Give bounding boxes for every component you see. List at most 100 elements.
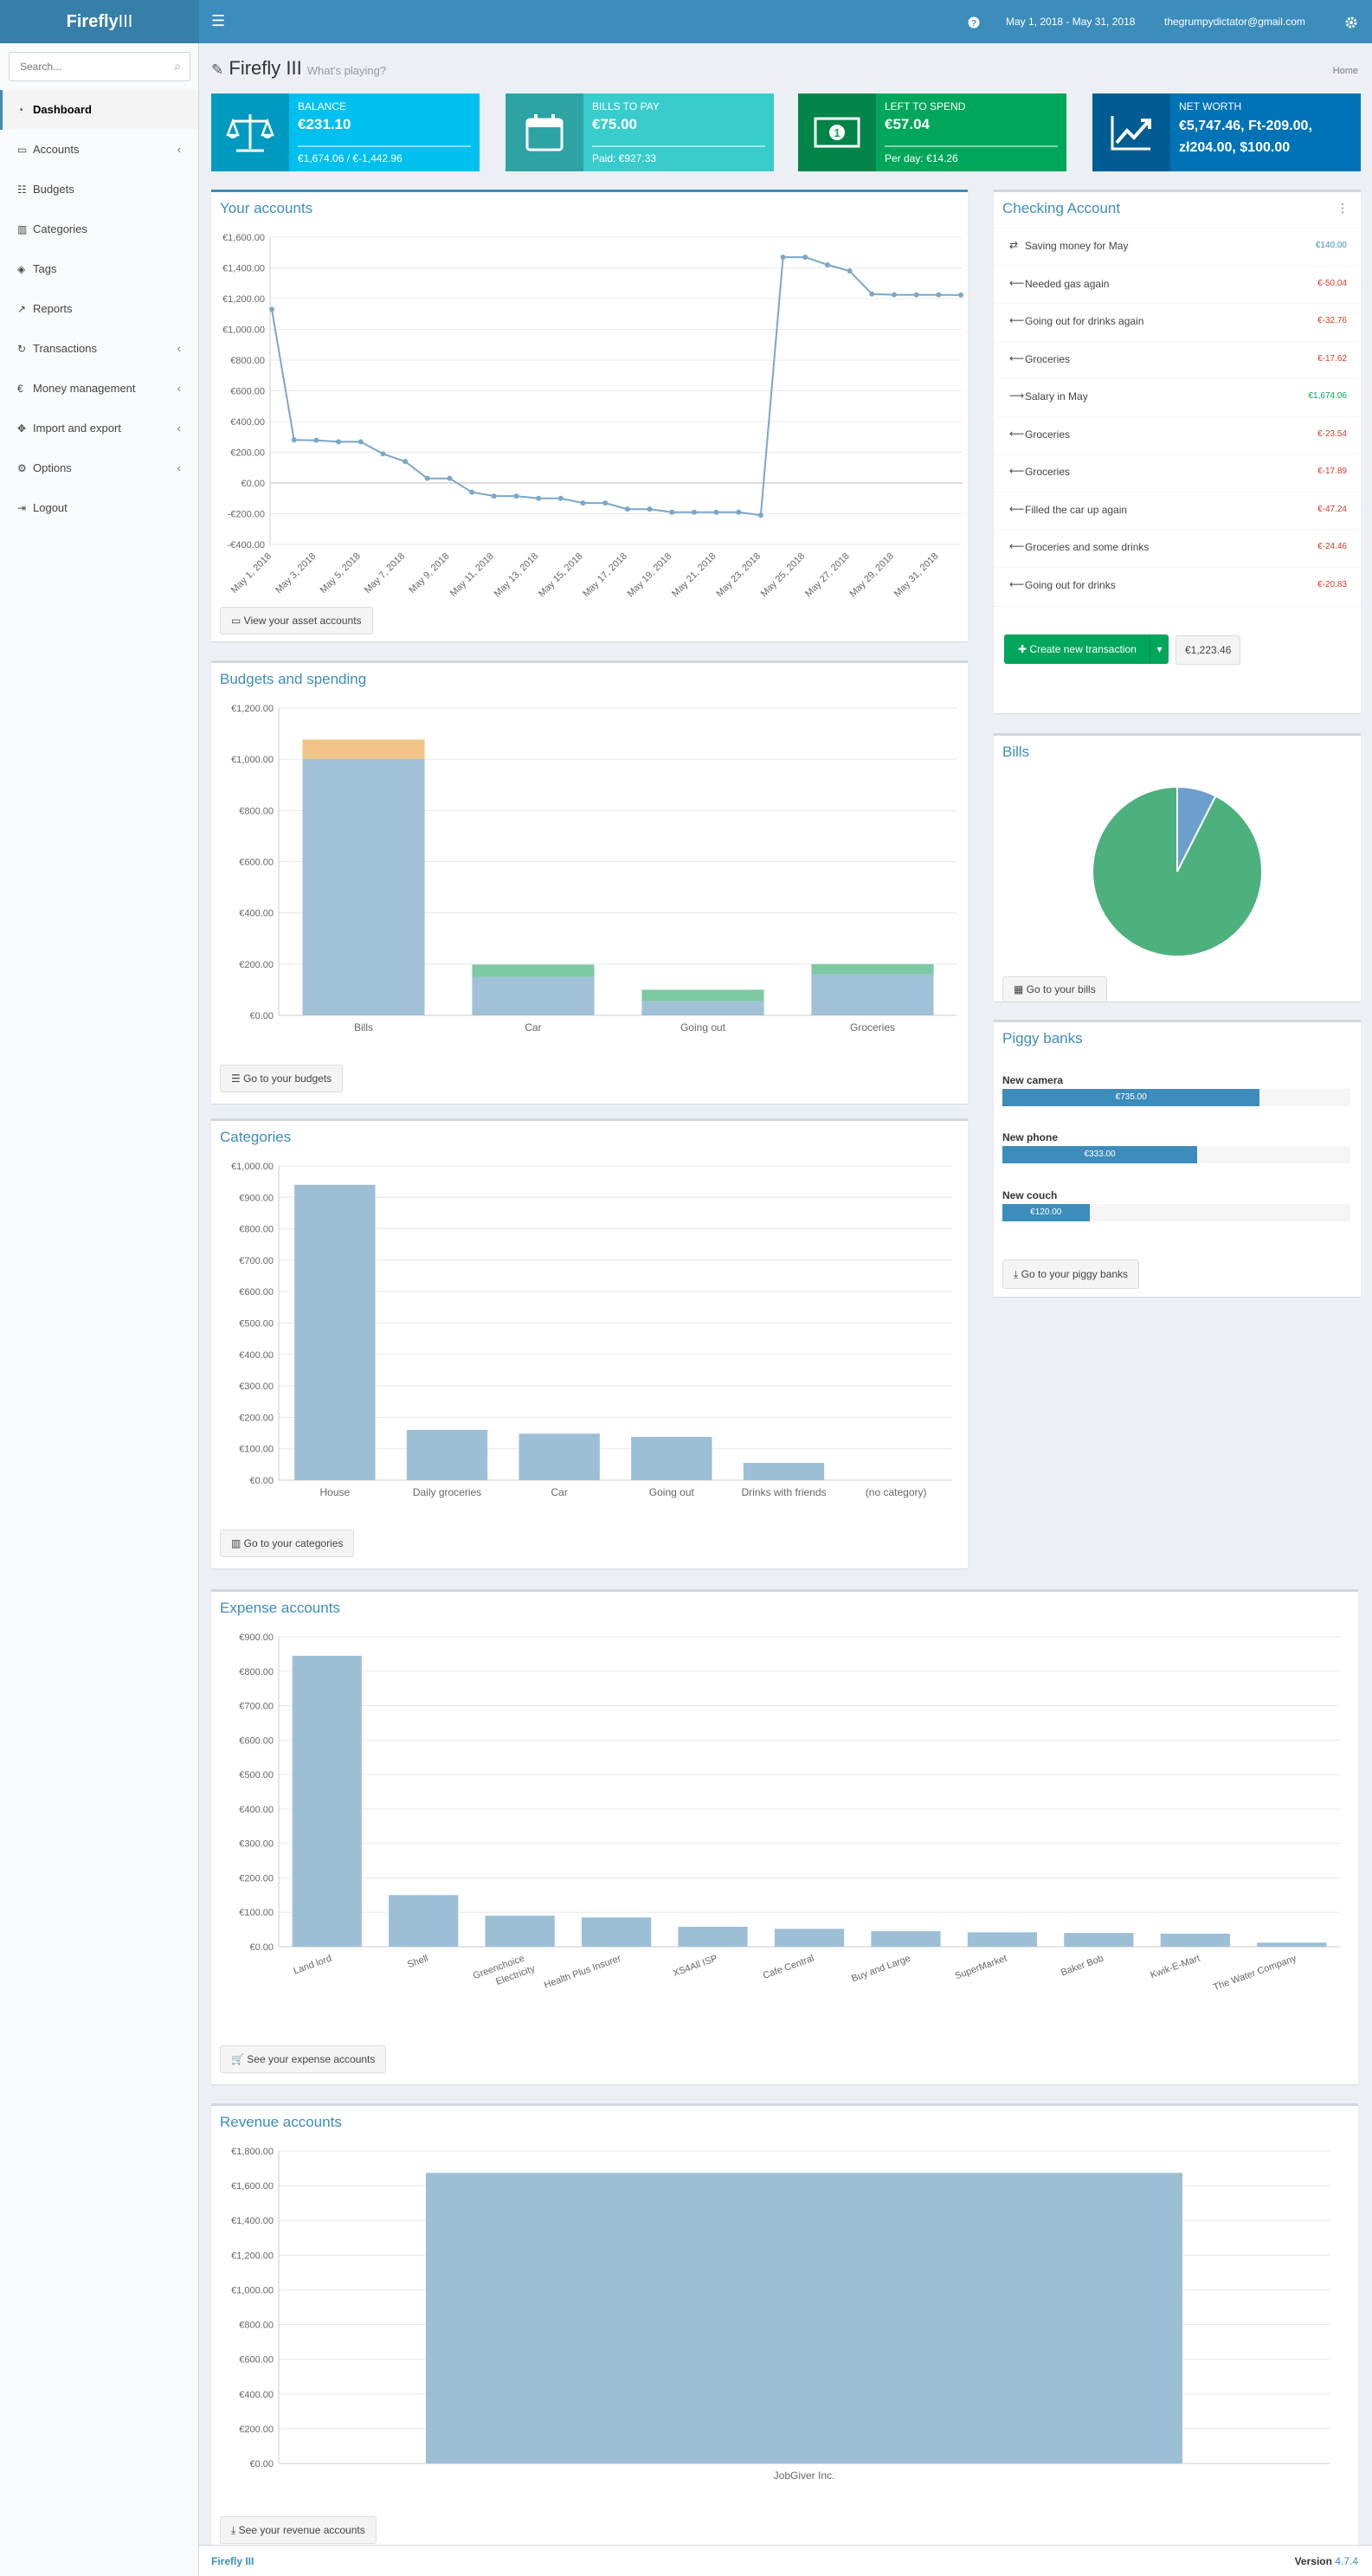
sidebar-item-options[interactable]: ⚙ Options ‹ [0, 448, 198, 488]
x-tick-label: Car [525, 1021, 541, 1034]
net-worth-info-box[interactable]: Net worth €5,747.46, Ft-209.00, zł204.00,… [1092, 93, 1361, 171]
y-tick-label: €400.00 [230, 417, 265, 428]
y-tick-label: €1,600.00 [231, 2181, 274, 2192]
x-tick-label: Buy and Large [850, 1954, 911, 1985]
go-to-categories-button[interactable]: ▥ Go to your categories [220, 1530, 355, 1557]
y-tick-label: €1,800.00 [231, 2147, 274, 2157]
checking-box-title[interactable]: Checking Account [1002, 200, 1121, 216]
bar [1160, 1933, 1230, 1947]
bar [641, 989, 764, 1001]
sidebar-item-tags[interactable]: ◈ Tags [0, 249, 198, 289]
sidebar-item-categories[interactable]: ▥ Categories [0, 209, 198, 249]
sidebar-item-accounts[interactable]: ▭ Accounts ‹ [0, 130, 198, 170]
transaction-description[interactable]: Filled the car up again [1025, 503, 1128, 516]
bar [811, 963, 934, 975]
transaction-row[interactable]: ⟵ Groceries and some drinks €-24.46 [994, 529, 1359, 566]
breadcrumb[interactable]: Home [1332, 66, 1358, 76]
search-icon[interactable]: ⌕ [174, 59, 181, 73]
help-icon[interactable]: ? [968, 0, 980, 43]
go-to-piggy-banks-button[interactable]: ⤓ Go to your piggy banks [1002, 1259, 1140, 1289]
sidebar-item-transactions[interactable]: ↻ Transactions ‹ [0, 329, 198, 369]
transaction-description[interactable]: Going out for drinks [1025, 578, 1116, 591]
balance-label: Balance [298, 100, 347, 113]
accounts-data-point [357, 439, 364, 445]
user-email[interactable]: thegrumpydictator@gmail.com [1164, 16, 1305, 28]
accounts-data-point [447, 475, 453, 481]
create-transaction-button[interactable]: ✚ Create new transaction ▾ [1004, 634, 1169, 664]
transaction-row[interactable]: ⟵ Groceries €-17.89 [994, 454, 1359, 491]
transaction-description[interactable]: Groceries [1025, 428, 1071, 441]
transaction-row[interactable]: ⟵ Going out for drinks €-20.83 [994, 566, 1359, 604]
revenue-accounts-box: Revenue accounts €0.00 €200.00 €400.00 €600… [211, 2103, 1358, 2555]
go-to-bills-button[interactable]: ▦ Go to your bills [1002, 976, 1107, 1002]
y-tick-label: €0.00 [249, 1011, 274, 1021]
settings-gear-icon[interactable] [1345, 0, 1357, 43]
expense-box-title: Expense accounts [220, 1600, 340, 1616]
sidebar-item-label: Accounts [33, 143, 80, 156]
date-range-picker[interactable]: May 1, 2018 - May 31, 2018 [1006, 16, 1136, 28]
transaction-row[interactable]: ⟵ Filled the car up again €-47.24 [994, 491, 1359, 529]
transaction-description[interactable]: Saving money for May [1025, 240, 1129, 252]
footer-app-link[interactable]: Firefly III [211, 2555, 254, 2567]
sidebar-toggle-icon[interactable]: ☰ [211, 12, 226, 29]
x-tick-label: Car [551, 1486, 567, 1498]
piggy-name[interactable]: New phone [1002, 1131, 1059, 1143]
transaction-description[interactable]: Groceries [1025, 352, 1071, 365]
x-tick-label: The Water Company [1212, 1953, 1298, 1993]
create-transaction-dropdown[interactable]: ▾ [1150, 634, 1169, 664]
bar [871, 1931, 941, 1947]
sidebar-item-import-and-export[interactable]: ✥ Import and export ‹ [0, 409, 198, 448]
y-tick-label: €500.00 [239, 1319, 274, 1330]
x-tick-label: May 27, 2018 [803, 551, 852, 600]
bills-info-box[interactable]: Bills to pay €75.00 Paid: €927.33 [506, 93, 774, 171]
transaction-row[interactable]: ⟵ Going out for drinks again €-32.76 [994, 303, 1359, 340]
left-to-spend-label: Left to spend [885, 100, 966, 113]
see-expense-accounts-button[interactable]: 🛒 See your expense accounts [220, 2045, 387, 2073]
sidebar-item-money-management[interactable]: € Money management ‹ [0, 369, 198, 409]
y-tick-label: €0.00 [241, 479, 265, 489]
budgets-box-title: Budgets and spending [220, 671, 367, 687]
bar-chart-icon: ▥ [17, 223, 28, 235]
transaction-description[interactable]: Salary in May [1025, 390, 1088, 402]
transaction-description[interactable]: Groceries and some drinks [1025, 541, 1150, 553]
svg-text:1: 1 [834, 126, 840, 139]
left-to-spend-info-box[interactable]: 1 Left to spend €57.04 Per day: €14.26 [798, 93, 1066, 171]
revenue-box-title: Revenue accounts [220, 2114, 342, 2130]
balance-info-box[interactable]: Balance €231.10 €1,674.06 / €-1,442.96 [211, 93, 480, 171]
x-tick-label: Cafe Central [762, 1954, 815, 1981]
y-tick-label: €1,000.00 [231, 755, 274, 765]
calendar-icon [506, 93, 583, 171]
transaction-row[interactable]: ⟵ Needed gas again €-50.04 [994, 265, 1359, 303]
transaction-row[interactable]: ⟶ Salary in May €1,674.06 [994, 378, 1359, 415]
transaction-row[interactable]: ⟵ Groceries €-23.54 [994, 415, 1359, 454]
go-to-budgets-button[interactable]: ☰ Go to your budgets [220, 1065, 344, 1092]
top-navbar: FireflyIII ☰ ? May 1, 2018 - May 31, 201… [0, 0, 1372, 43]
piggy-name[interactable]: New camera [1002, 1074, 1064, 1086]
transaction-description[interactable]: Going out for drinks again [1025, 315, 1144, 327]
sidebar-item-reports[interactable]: ↗ Reports [0, 289, 198, 329]
bar [1257, 1942, 1327, 1947]
accounts-data-point [291, 437, 297, 443]
y-tick-label: €300.00 [239, 1839, 274, 1850]
sidebar-item-budgets[interactable]: ☷ Budgets [0, 170, 198, 209]
main-content: ✎ Firefly III What's playing? Home Balanc… [199, 43, 1372, 2576]
see-revenue-accounts-button[interactable]: ⤓ See your revenue accounts [220, 2516, 377, 2544]
download-icon: ⤓ [1014, 1268, 1021, 1280]
sidebar-item-label: Dashboard [33, 103, 92, 116]
sidebar-item-dashboard[interactable]: ◔ Dashboard [0, 90, 198, 130]
bar [519, 1433, 600, 1480]
app-logo[interactable]: FireflyIII [0, 0, 199, 43]
transaction-row[interactable]: ⇄ Saving money for May €140.00 [994, 228, 1359, 265]
transaction-description[interactable]: Needed gas again [1025, 277, 1110, 290]
bar [302, 758, 425, 1015]
bills-box-title: Bills [1002, 744, 1030, 760]
bar [302, 739, 425, 759]
sidebar-item-logout[interactable]: ⇥ Logout [0, 488, 198, 528]
x-tick-label: JobGiver Inc. [774, 2470, 835, 2482]
view-asset-accounts-button[interactable]: ▭ View your asset accounts [220, 607, 373, 634]
transaction-description[interactable]: Groceries [1025, 466, 1071, 478]
transaction-row[interactable]: ⟵ Groceries €-17.62 [994, 340, 1359, 378]
more-options-icon[interactable]: ⋮ [1337, 201, 1349, 215]
search-input[interactable] [9, 52, 190, 81]
piggy-name[interactable]: New couch [1002, 1189, 1058, 1201]
